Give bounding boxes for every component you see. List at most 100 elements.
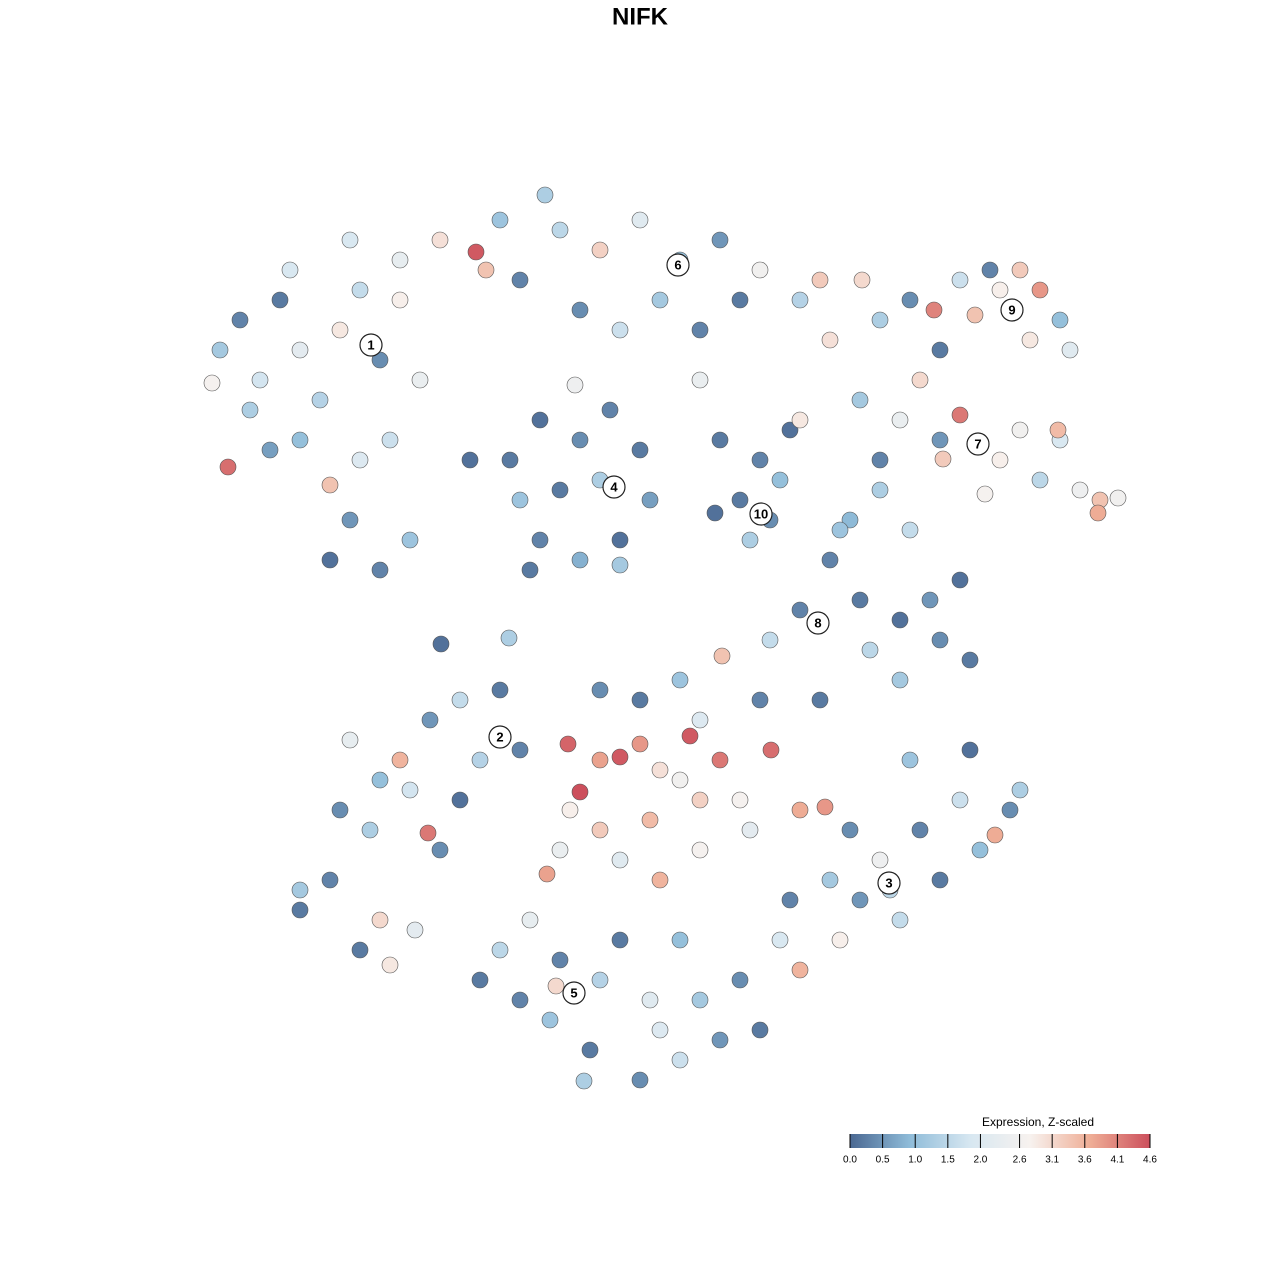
point	[501, 451, 519, 469]
point	[671, 931, 689, 949]
point	[691, 371, 709, 389]
cluster-label: 3	[885, 875, 892, 890]
point	[781, 421, 799, 439]
point	[981, 261, 999, 279]
cluster-label: 7	[974, 436, 981, 451]
point	[451, 791, 469, 809]
colorbar-tick-label: 1.5	[941, 1155, 955, 1166]
point	[611, 851, 629, 869]
point	[751, 1021, 769, 1039]
point	[811, 691, 829, 709]
point	[841, 511, 859, 529]
point	[631, 691, 649, 709]
point	[951, 571, 969, 589]
point	[1031, 471, 1049, 489]
point	[401, 531, 419, 549]
point	[966, 306, 984, 324]
point	[671, 1051, 689, 1069]
point	[751, 451, 769, 469]
point	[451, 691, 469, 709]
point	[559, 735, 577, 753]
point	[536, 186, 554, 204]
point	[551, 481, 569, 499]
cluster-label: 9	[1008, 302, 1015, 317]
point	[381, 431, 399, 449]
point	[731, 491, 749, 509]
point	[671, 671, 689, 689]
point	[291, 881, 309, 899]
cluster-label: 2	[496, 729, 503, 744]
point	[1049, 421, 1067, 439]
cluster-label-bg	[562, 981, 586, 1005]
point	[341, 231, 359, 249]
point	[491, 941, 509, 959]
cluster-label: 8	[814, 615, 821, 630]
point	[1089, 504, 1107, 522]
point	[321, 551, 339, 569]
colorbar-tick-label: 4.1	[1110, 1155, 1124, 1166]
point	[961, 741, 979, 759]
point	[231, 311, 249, 329]
point	[976, 485, 994, 503]
point	[1071, 481, 1089, 499]
cluster-label: 6	[674, 257, 681, 272]
point	[741, 531, 759, 549]
point	[491, 681, 509, 699]
point	[591, 241, 609, 259]
point	[771, 471, 789, 489]
point	[561, 801, 579, 819]
point	[781, 891, 799, 909]
point	[471, 971, 489, 989]
point	[467, 243, 485, 261]
point	[741, 821, 759, 839]
point	[477, 261, 495, 279]
cluster-label: 5	[570, 985, 577, 1000]
point	[401, 781, 419, 799]
point	[691, 841, 709, 859]
point	[751, 261, 769, 279]
point	[762, 741, 780, 759]
point	[406, 921, 424, 939]
point	[1061, 341, 1079, 359]
point	[631, 735, 649, 753]
point	[791, 801, 809, 819]
point	[491, 211, 509, 229]
point	[311, 391, 329, 409]
point	[511, 991, 529, 1009]
point	[571, 301, 589, 319]
point	[531, 531, 549, 549]
cluster-label-bg	[1000, 298, 1024, 322]
colorbar-tick-label: 3.1	[1045, 1155, 1059, 1166]
point	[321, 476, 339, 494]
point	[431, 231, 449, 249]
cluster-label: 10	[754, 506, 768, 521]
point	[321, 871, 339, 889]
point	[391, 251, 409, 269]
point	[411, 371, 429, 389]
point	[991, 281, 1009, 299]
point	[891, 911, 909, 929]
point	[986, 826, 1004, 844]
point	[791, 291, 809, 309]
point	[1109, 489, 1127, 507]
point	[351, 451, 369, 469]
point	[651, 761, 669, 779]
colorbar-title: Expression, Z-scaled	[982, 1115, 1094, 1129]
point	[538, 865, 556, 883]
point	[691, 791, 709, 809]
point	[471, 751, 489, 769]
colorbar-tick-label: 2.6	[1013, 1155, 1027, 1166]
point	[631, 211, 649, 229]
point	[611, 748, 629, 766]
point	[731, 791, 749, 809]
point	[611, 556, 629, 574]
point	[831, 931, 849, 949]
point	[219, 458, 237, 476]
cluster-label-bg	[602, 475, 626, 499]
point	[547, 977, 565, 995]
point	[371, 771, 389, 789]
point	[925, 301, 943, 319]
colorbar-tick-label: 0.0	[843, 1155, 857, 1166]
point	[711, 751, 729, 769]
point	[951, 271, 969, 289]
